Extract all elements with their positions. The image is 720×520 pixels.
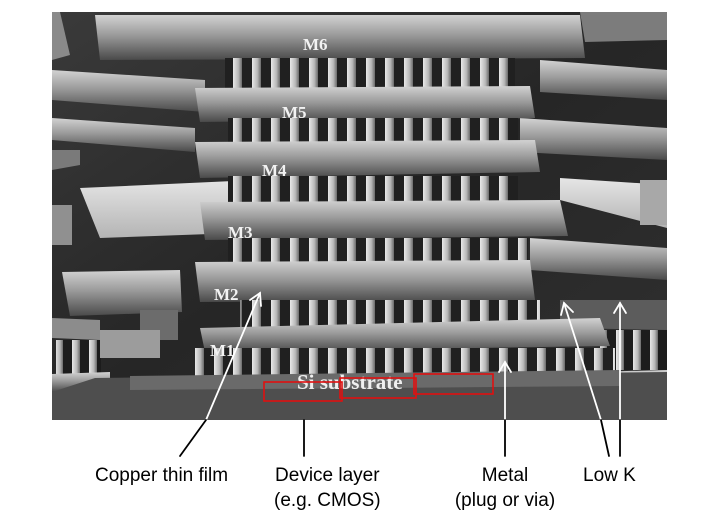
highlight-box xyxy=(263,381,343,402)
copper-thin-film-arrow xyxy=(205,291,262,420)
metal-arrow xyxy=(498,360,512,420)
metal-plate-m1 xyxy=(200,318,610,352)
caption-device-layer-example: (e.g. CMOS) xyxy=(274,490,381,511)
caption-device-layer-text: Device layer xyxy=(275,465,380,486)
low-k-arrow-right xyxy=(613,301,627,420)
right-background-slabs xyxy=(520,12,667,394)
micrograph-arrows xyxy=(205,291,627,420)
metal-layer-label: M3 xyxy=(228,223,253,242)
caption-low-k-text: Low K xyxy=(583,465,636,486)
caption-copper-thin-film: Copper thin film xyxy=(95,463,228,488)
metal-layer-label: M1 xyxy=(210,341,235,360)
caption-metal: Metal (plug or via) xyxy=(445,463,565,513)
metal-plate-m4 xyxy=(195,140,540,178)
metal-layer-label: M4 xyxy=(262,161,287,180)
metal-plate-m6 xyxy=(95,15,585,60)
metal-plate-m3 xyxy=(200,200,568,240)
low-k-arrow-left xyxy=(560,301,602,420)
metal-layer-label: M5 xyxy=(282,103,307,122)
leader-lines xyxy=(179,419,621,457)
leader-line-copper xyxy=(179,419,207,457)
interconnect-stack xyxy=(52,15,667,420)
caption-copper-thin-film-text: Copper thin film xyxy=(95,465,229,486)
caption-device-layer: Device layer (e.g. CMOS) xyxy=(274,463,381,513)
highlight-box xyxy=(413,373,494,395)
metal-plate-m5 xyxy=(195,86,535,122)
metal-layer-label: M6 xyxy=(303,35,328,54)
caption-metal-text: Metal xyxy=(481,465,529,486)
caption-metal-detail: (plug or via) xyxy=(454,490,556,511)
device-layer-highlight xyxy=(263,373,494,402)
metal-plate-m2 xyxy=(195,260,535,302)
leader-line-lowk-left xyxy=(600,419,610,457)
caption-low-k: Low K xyxy=(583,463,636,488)
metal-layer-label: M2 xyxy=(214,285,239,304)
micrograph-photo: M6 M5 M4 M3 M2 M1 Si substrate xyxy=(52,12,667,420)
metal-layer-labels: M6 M5 M4 M3 M2 M1 xyxy=(210,35,328,360)
highlight-box xyxy=(339,377,417,399)
